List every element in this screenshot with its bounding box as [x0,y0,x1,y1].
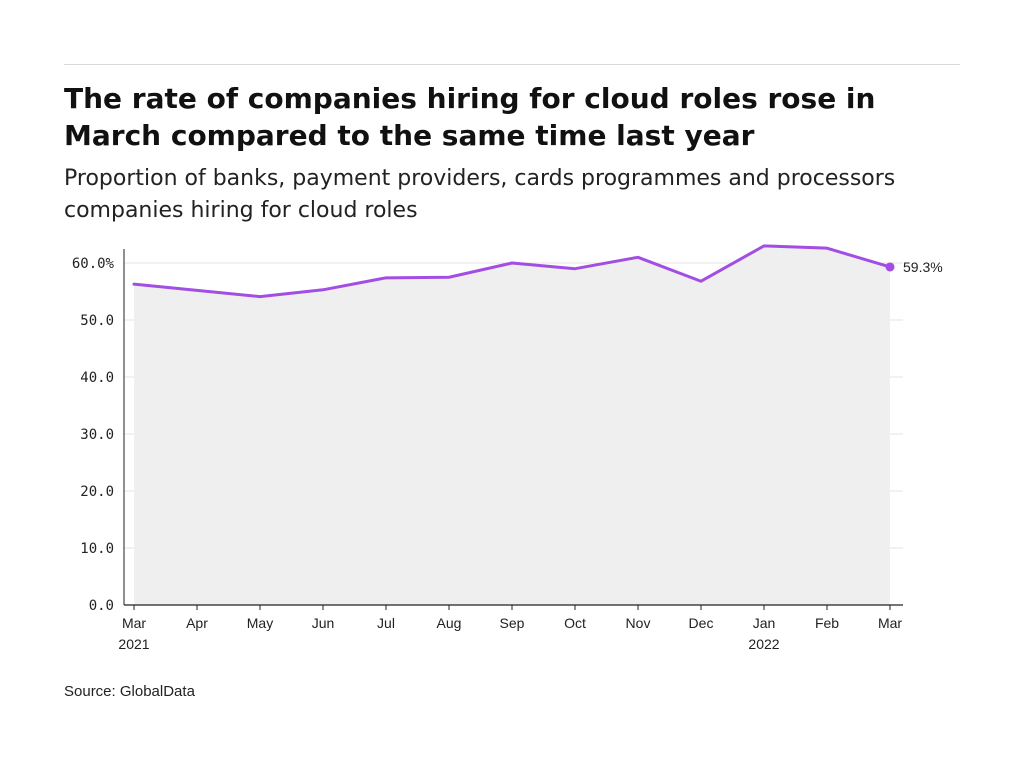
chart-subtitle: Proportion of banks, payment providers, … [64,166,896,223]
y-tick-label: 60.0% [72,256,115,272]
y-tick-label: 30.0 [80,427,114,443]
y-tick-label: 40.0 [80,370,114,386]
y-tick-label: 0.0 [89,598,114,614]
x-tick-label: Sep [500,615,525,631]
series-line-layer [132,244,895,299]
top-divider [64,64,960,65]
y-tick-label: 20.0 [80,484,114,500]
x-tick-label: Dec [689,615,714,631]
x-tick-label: May [247,615,273,631]
y-tick-label: 50.0 [80,313,114,329]
x-tick-label: Jun [312,615,335,631]
x-tick-label: Aug [437,615,462,631]
x-tick-label: Oct [564,615,586,631]
x-tick-label: Feb [815,615,839,631]
x-tick-label: Apr [186,615,208,631]
area-fill [134,245,890,605]
chart-title: The rate of companies hiring for cloud r… [64,82,876,152]
area-fill-layer [134,245,890,605]
y-axis-ticks: 0.0 10.0 20.0 30.0 40.0 50.0 60.0% [72,256,115,614]
x-tick-label: Nov [626,615,651,631]
end-point-marker [885,262,895,272]
x-tick-label: Jul [377,615,395,631]
x-tick-year-label: 2022 [748,636,779,652]
x-tick-year-label: 2021 [118,636,149,652]
data-label-layer: 59.3% [903,259,943,275]
y-tick-label: 10.0 [80,541,114,557]
axes [123,249,903,606]
x-tick-label: Mar [122,615,146,631]
x-tick-label: Mar [878,615,902,631]
series-line [132,244,892,299]
x-axis-ticks: Mar 2021 Apr May Jun Jul Aug Sep Oct Nov Dec Jan 202… [118,605,902,652]
source-note: Source: GlobalData [64,683,195,700]
x-tick-label: Jan [753,615,776,631]
end-value-label: 59.3% [903,259,943,275]
